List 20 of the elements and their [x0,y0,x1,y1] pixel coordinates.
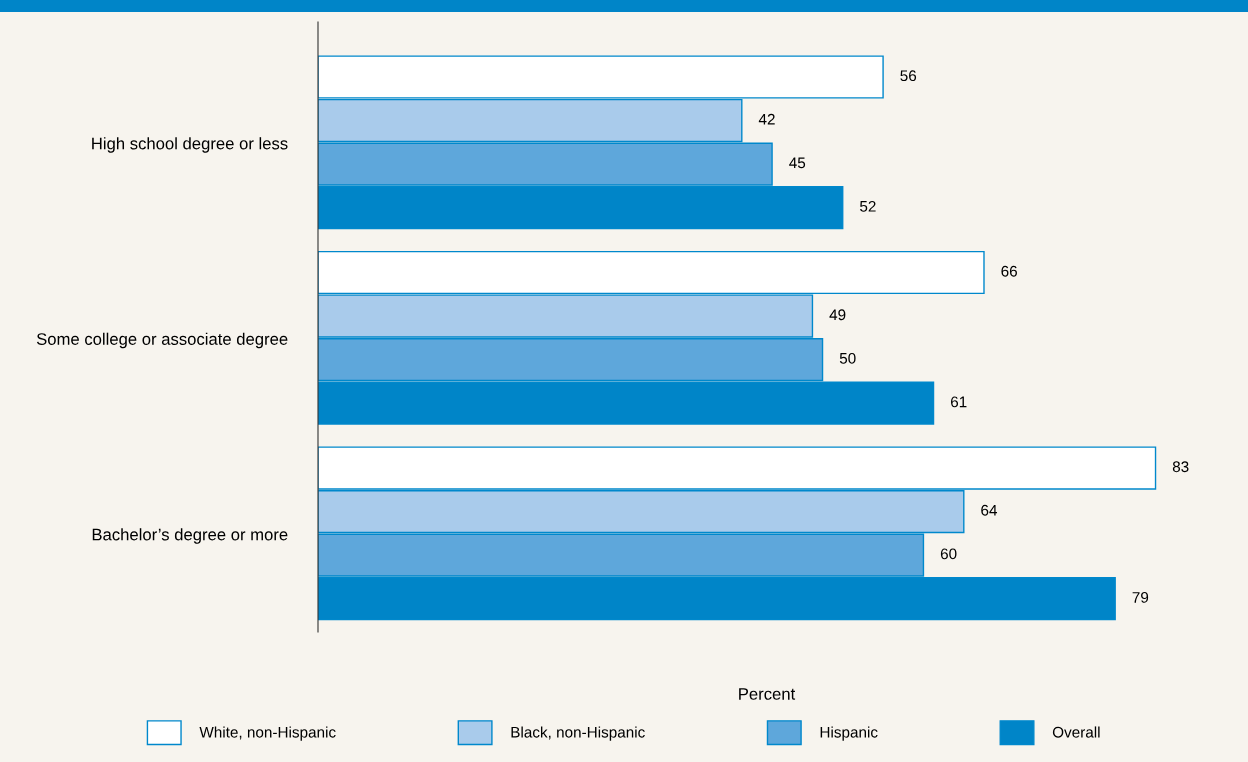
data-label: 83 [1172,461,1189,473]
legend-label: Hispanic [820,726,878,741]
legend-label: Black, non-Hispanic [511,726,645,741]
data-label: 52 [860,200,876,212]
data-label: 61 [950,396,967,408]
legend-label: White, non-Hispanic [199,726,336,741]
y-tick-label: Some college or associate degree [36,332,288,349]
y-tick-label: High school degree or less [92,137,288,153]
data-label: 50 [839,352,856,364]
data-label: 42 [758,113,775,125]
data-label: 64 [981,504,998,516]
data-label: 49 [829,309,846,321]
data-label: 45 [789,157,806,169]
y-tick-label: Bachelor’s degree or more [92,528,288,544]
data-label: 66 [1001,265,1017,277]
data-label: 56 [900,70,917,82]
data-label: 60 [940,548,957,560]
data-label: 79 [1132,591,1149,603]
x-axis-title: Percent [739,688,796,700]
legend-label: Overall [1052,726,1100,738]
